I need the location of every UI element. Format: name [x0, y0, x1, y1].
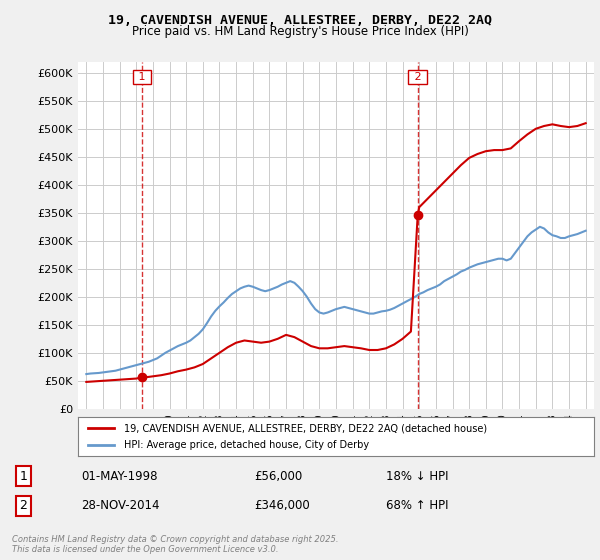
Text: HPI: Average price, detached house, City of Derby: HPI: Average price, detached house, City…: [124, 440, 370, 450]
Text: 28-NOV-2014: 28-NOV-2014: [81, 500, 160, 512]
Text: 2: 2: [410, 72, 425, 82]
Text: 18% ↓ HPI: 18% ↓ HPI: [386, 470, 449, 483]
Text: 19, CAVENDISH AVENUE, ALLESTREE, DERBY, DE22 2AQ (detached house): 19, CAVENDISH AVENUE, ALLESTREE, DERBY, …: [124, 423, 488, 433]
Text: 68% ↑ HPI: 68% ↑ HPI: [386, 500, 449, 512]
Text: Price paid vs. HM Land Registry's House Price Index (HPI): Price paid vs. HM Land Registry's House …: [131, 25, 469, 38]
Text: 19, CAVENDISH AVENUE, ALLESTREE, DERBY, DE22 2AQ: 19, CAVENDISH AVENUE, ALLESTREE, DERBY, …: [108, 14, 492, 27]
Text: 1: 1: [135, 72, 149, 82]
Text: 2: 2: [20, 500, 28, 512]
Text: £56,000: £56,000: [254, 470, 302, 483]
Text: £346,000: £346,000: [254, 500, 310, 512]
Text: Contains HM Land Registry data © Crown copyright and database right 2025.
This d: Contains HM Land Registry data © Crown c…: [12, 535, 338, 554]
Text: 1: 1: [20, 470, 28, 483]
Text: 01-MAY-1998: 01-MAY-1998: [81, 470, 158, 483]
